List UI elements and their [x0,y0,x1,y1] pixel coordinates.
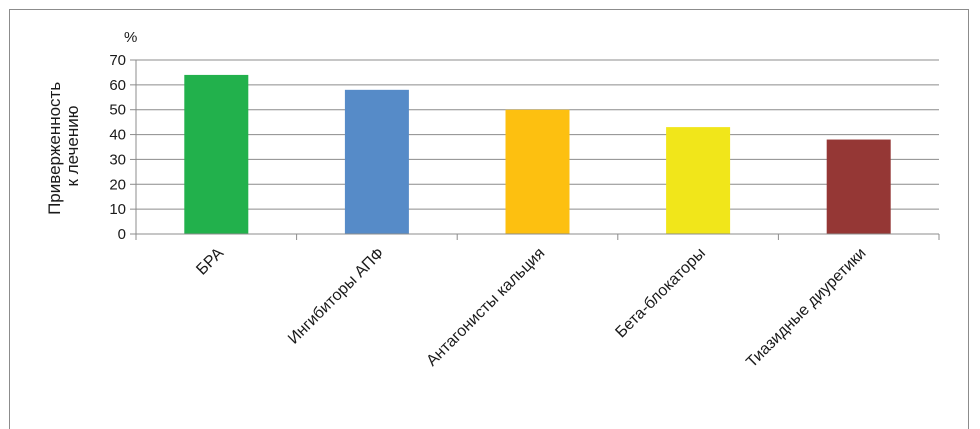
axes [130,59,940,240]
category-label-1: БРА [193,245,227,279]
category-label-2: Ингибиторы АПФ [285,245,388,348]
y-tick-label-0: 0 [118,226,126,243]
y-tick-label-30: 30 [109,151,126,168]
y-axis-title-line-1: Приверженность [45,82,64,215]
bar-2 [344,89,409,234]
y-tick-label-50: 50 [109,102,126,119]
chart-frame [9,9,969,429]
category-labels: БРА Ингибиторы АПФ Антагонисты кальция Бета… [193,245,869,372]
category-label-3: Антагонисты кальция [423,245,548,370]
bar-3 [505,109,570,234]
y-tick-label-60: 60 [109,77,126,94]
y-tick-label-70: 70 [109,52,126,69]
y-axis-title-line-2: к лечению [63,105,82,186]
y-tick-label-20: 20 [109,176,126,193]
bars [184,74,891,235]
unit-label: % [124,29,137,46]
y-axis-title: Приверженность к лечению [45,77,82,215]
y-tick-label-40: 40 [109,127,126,144]
category-label-4: Бета-блокаторы [612,245,708,341]
bar-5 [826,139,891,234]
y-tick-label-10: 10 [109,201,126,218]
y-tick-labels: 0 10 20 30 40 50 60 70 [109,52,126,243]
bar-1 [184,74,249,235]
bar-4 [666,127,731,234]
category-label-5: Тиазидные диуретики [743,245,869,371]
